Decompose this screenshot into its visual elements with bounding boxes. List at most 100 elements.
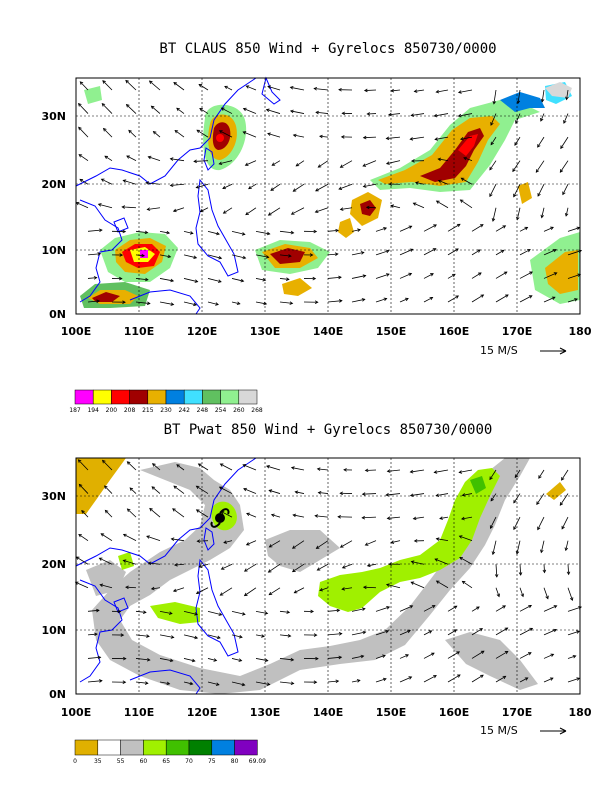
- wind-vector-head: [266, 465, 270, 469]
- wind-vector-head: [343, 468, 347, 472]
- wind-vector-head: [189, 231, 194, 235]
- wind-vector-head: [502, 675, 507, 680]
- wind-vector-head: [435, 493, 440, 497]
- wind-vector: [231, 681, 245, 686]
- wind-vector-head: [341, 111, 346, 116]
- wind-vector: [279, 681, 294, 684]
- chart2-x-tick: 120E: [187, 706, 217, 719]
- wind-vector: [174, 563, 185, 566]
- wind-vector: [461, 516, 473, 520]
- wind-vector: [159, 278, 174, 282]
- wind-vector-head: [245, 542, 250, 546]
- wind-vector-head: [385, 629, 390, 634]
- wind-vector-head: [241, 232, 246, 236]
- coast-taiwan: [203, 527, 215, 551]
- wind-vector: [291, 207, 305, 215]
- wind-vector-head: [121, 205, 126, 209]
- wind-vector-head: [173, 563, 178, 567]
- wind-vector: [541, 89, 545, 102]
- colorbar-swatch: [183, 389, 203, 405]
- wind-vector-head: [125, 79, 129, 84]
- wind-vector: [559, 493, 569, 506]
- wind-vector-head: [515, 550, 520, 555]
- wind-vector: [99, 557, 113, 565]
- wind-vector: [183, 681, 193, 685]
- wind-vector: [386, 493, 401, 496]
- wind-vector: [255, 278, 266, 281]
- wind-vector-head: [268, 489, 273, 493]
- colorbar-swatch: [165, 739, 190, 756]
- wind-vector: [129, 487, 137, 494]
- wind-vector: [81, 510, 89, 518]
- wind-vector: [536, 493, 545, 505]
- wind-vector: [75, 581, 89, 589]
- wind-vector-head: [193, 255, 198, 259]
- coast-hainan: [113, 597, 129, 613]
- wind-vector-head: [169, 157, 174, 161]
- wind-vector-head: [315, 545, 320, 549]
- coast-borneo: [129, 289, 201, 315]
- wind-vector: [410, 136, 425, 140]
- wind-vector: [127, 461, 137, 471]
- wind-vector-head: [502, 225, 507, 229]
- wind-vector-head: [241, 612, 246, 616]
- wind-vector-head: [97, 655, 102, 660]
- wind-vector: [340, 160, 353, 168]
- wind-vector-head: [310, 609, 314, 614]
- wind-vector: [221, 511, 233, 518]
- wind-vector: [196, 129, 209, 138]
- chart2-x-tick: 130E: [250, 706, 280, 719]
- wind-vector: [197, 540, 209, 542]
- wind-vector: [219, 160, 233, 165]
- colorbar-label: 268: [251, 407, 263, 414]
- wind-vector: [183, 278, 198, 283]
- wind-vector-head: [537, 193, 541, 197]
- coast-china: [75, 77, 257, 187]
- wind-vector: [255, 634, 265, 637]
- wind-vector-head: [170, 278, 175, 283]
- wind-vector: [519, 226, 528, 232]
- wind-vector-head: [319, 134, 323, 139]
- wind-vector: [293, 514, 305, 518]
- wind-vector: [447, 295, 459, 303]
- wind-vector: [362, 493, 377, 495]
- wind-vector-head: [479, 224, 484, 228]
- wind-vector-head: [386, 273, 390, 277]
- wind-vector-head: [366, 563, 371, 568]
- wind-vector-head: [456, 674, 461, 678]
- wind-vector-head: [356, 679, 361, 683]
- wind-vector-head: [243, 592, 248, 597]
- wind-vector-head: [520, 593, 524, 598]
- wind-vector: [351, 631, 366, 636]
- claus-scs-magenta: [140, 250, 148, 258]
- wind-vector-head: [514, 474, 519, 479]
- wind-vector-head: [433, 224, 437, 228]
- wind-vector: [519, 627, 533, 636]
- wind-vector-head: [215, 302, 219, 306]
- chart1-vector-reference-arrowhead: [559, 347, 567, 355]
- wind-vector-head: [385, 136, 390, 141]
- wind-vector-head: [295, 163, 300, 167]
- wind-vector-head: [504, 627, 509, 631]
- wind-vector: [413, 202, 425, 209]
- wind-vector-head: [337, 515, 341, 519]
- wind-vector-head: [410, 113, 415, 117]
- wind-vector: [543, 587, 549, 599]
- wind-vector-head: [236, 301, 241, 306]
- wind-vector: [123, 560, 137, 565]
- wind-vector: [543, 653, 554, 659]
- wind-vector: [207, 658, 217, 661]
- wind-vector: [495, 564, 498, 577]
- wind-vector: [173, 207, 185, 212]
- wind-vector: [220, 463, 233, 471]
- wind-vector: [292, 540, 305, 549]
- wind-vector-head: [317, 491, 322, 495]
- chart1-shading: [80, 82, 580, 308]
- wind-vector-head: [150, 586, 155, 591]
- wind-vector: [224, 85, 233, 91]
- wind-vector: [423, 224, 437, 232]
- wind-vector-head: [167, 254, 172, 259]
- wind-vector-head: [195, 509, 200, 513]
- wind-vector: [243, 108, 257, 114]
- chart1-plot-frame: [75, 77, 581, 315]
